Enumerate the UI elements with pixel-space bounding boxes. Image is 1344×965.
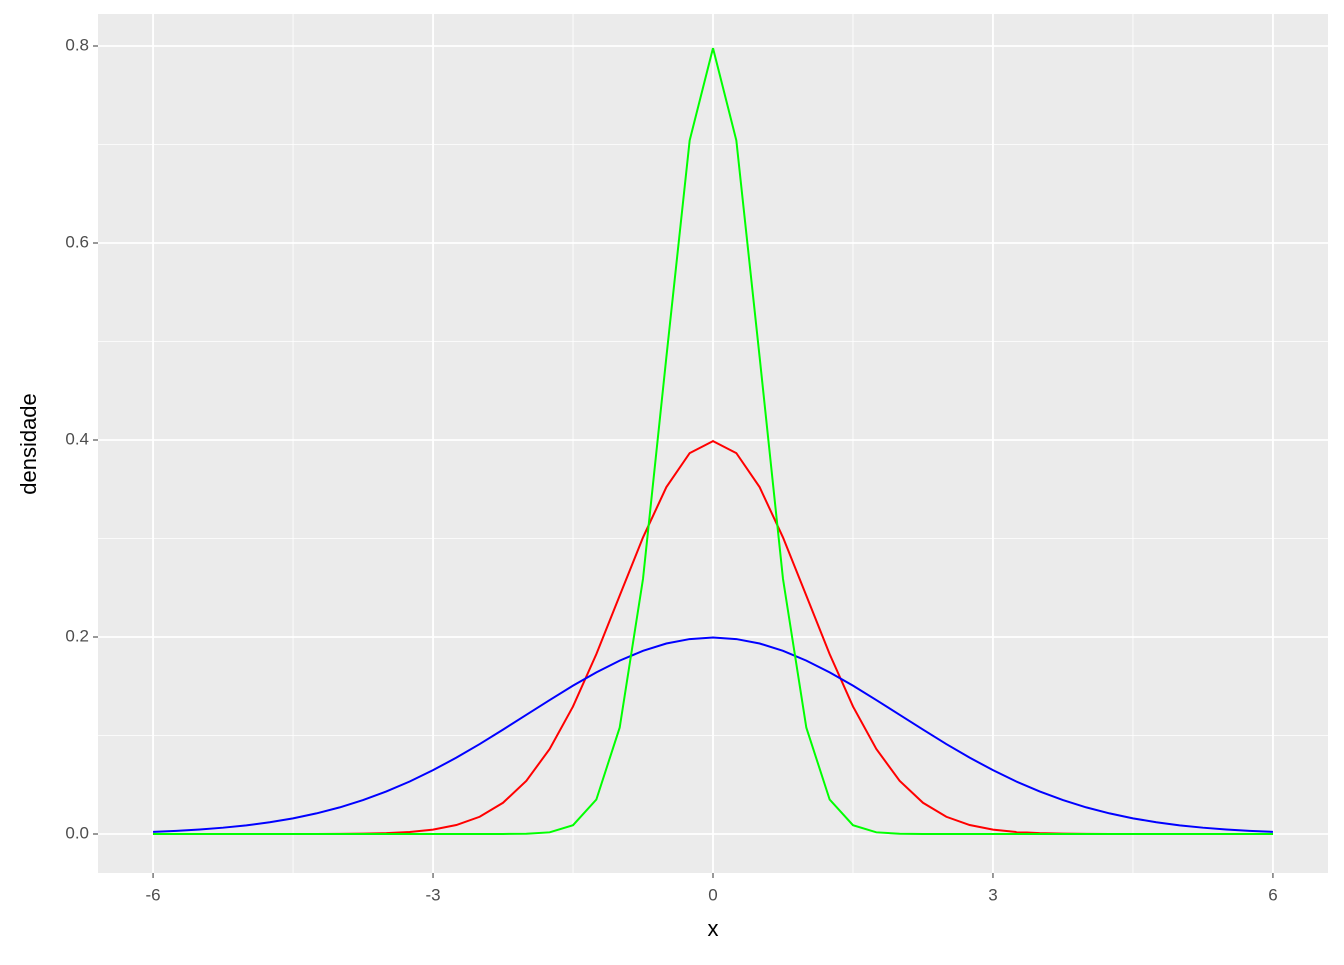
y-tick-label: 0.6 <box>65 232 89 251</box>
y-tick-label: 0.8 <box>65 35 89 54</box>
x-tick-label: 6 <box>1268 885 1277 904</box>
y-tick-label: 0.4 <box>65 429 89 448</box>
x-axis-title: x <box>708 916 719 941</box>
line-series <box>153 47 1273 835</box>
x-tick-label: 3 <box>988 885 997 904</box>
x-tick-label: 0 <box>708 885 717 904</box>
x-tick-label: -3 <box>425 885 440 904</box>
y-tick-label: 0.2 <box>65 626 89 645</box>
x-tick-label: -6 <box>145 885 160 904</box>
y-axis-title: densidade <box>16 393 41 495</box>
y-tick-label: 0.0 <box>65 823 89 842</box>
line-series <box>153 636 1273 833</box>
